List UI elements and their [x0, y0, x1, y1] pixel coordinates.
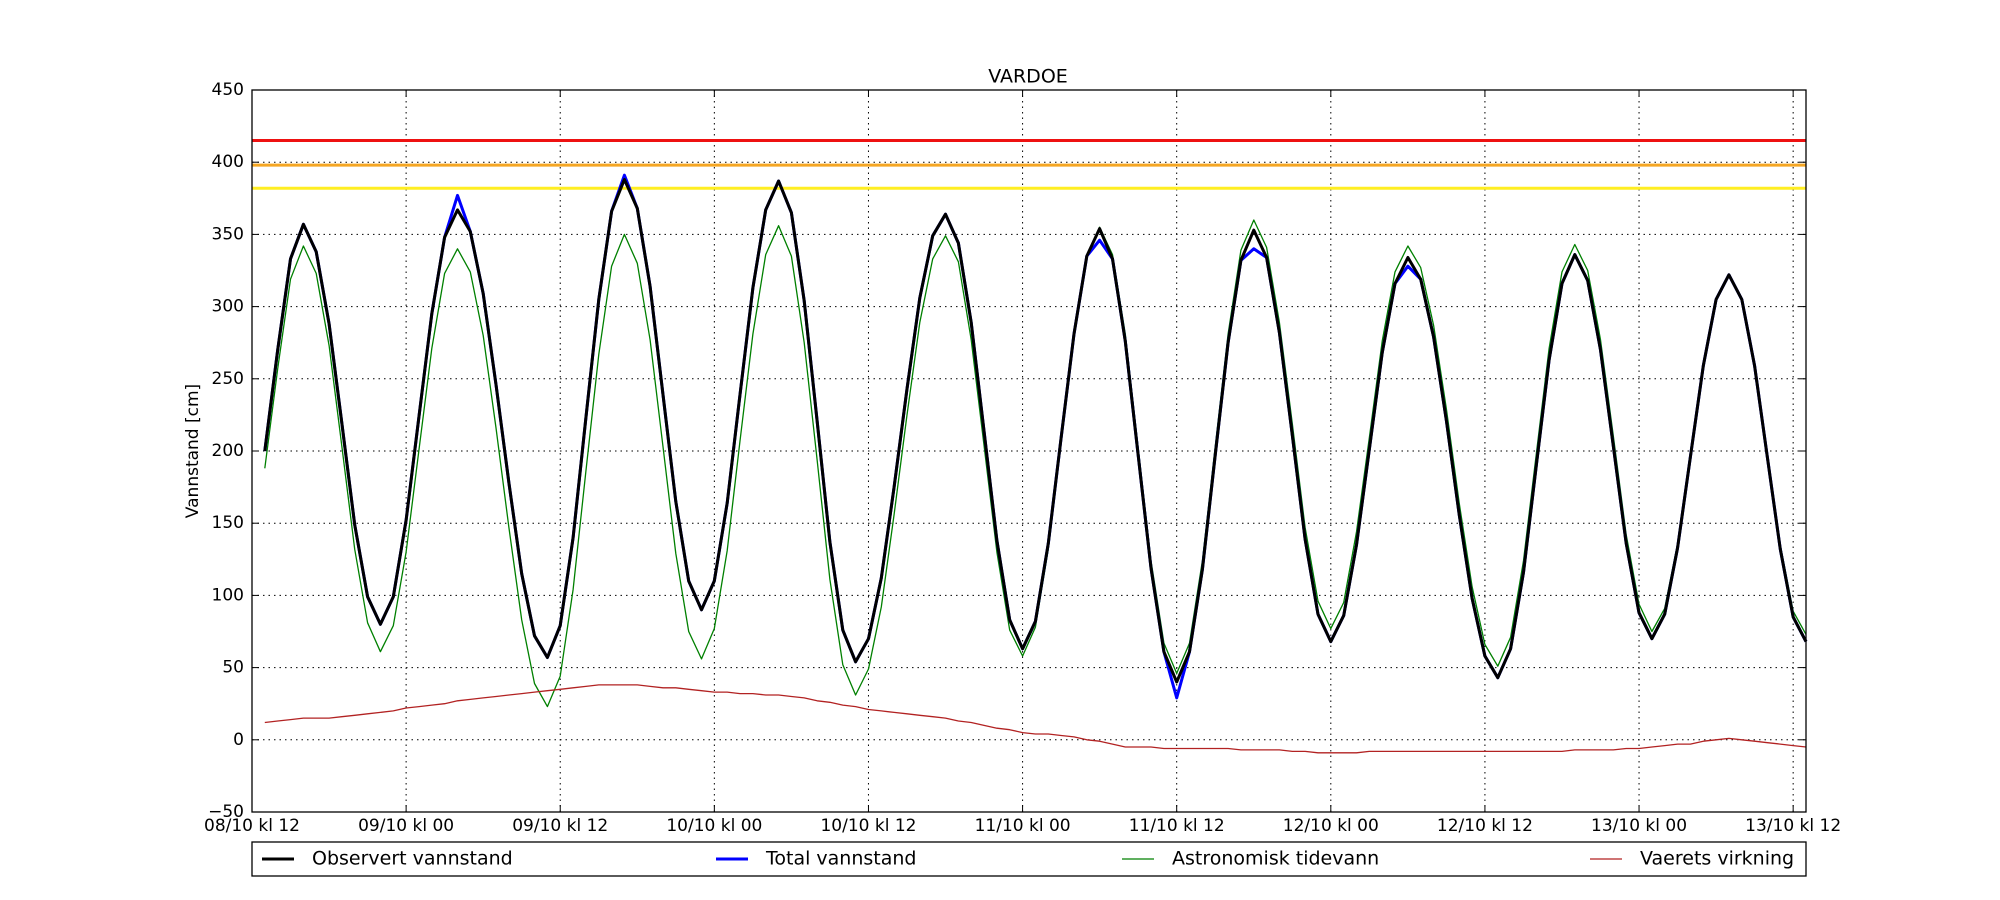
y-tick-label: 350: [212, 224, 244, 244]
y-tick-label: −50: [208, 802, 244, 822]
y-axis-label: Vannstand [cm]: [183, 384, 203, 518]
y-tick-label: 150: [212, 513, 244, 533]
x-tick-label: 11/10 kl 00: [975, 816, 1071, 836]
chart-title: VARDOE: [988, 66, 1068, 88]
y-tick-label: 200: [212, 441, 244, 461]
x-tick-label: 10/10 kl 00: [666, 816, 762, 836]
x-tick-label: 12/10 kl 12: [1437, 816, 1533, 836]
x-tick-label: 10/10 kl 12: [820, 816, 916, 836]
x-tick-label: 09/10 kl 00: [358, 816, 454, 836]
y-tick-label: 100: [212, 585, 244, 605]
series-line: [264, 219, 1807, 708]
y-tick-label: 450: [212, 80, 244, 100]
x-tick-label: 09/10 kl 12: [512, 816, 608, 836]
x-tick-label: 13/10 kl 00: [1591, 816, 1687, 836]
x-tick-label: 13/10 kl 12: [1745, 816, 1841, 836]
legend-label: Observert vannstand: [312, 848, 513, 870]
x-tick-label: 12/10 kl 00: [1283, 816, 1379, 836]
series-line: [264, 684, 1807, 754]
y-tick-label: 300: [212, 297, 244, 317]
plot-frame: [251, 89, 1807, 813]
legend-label: Vaerets virkning: [1640, 848, 1794, 870]
y-tick-label: 0: [233, 730, 244, 750]
legend-box: [251, 841, 1807, 877]
y-tick-label: 400: [212, 152, 244, 172]
y-tick-label: 50: [222, 658, 244, 678]
legend-label: Astronomisk tidevann: [1172, 848, 1379, 870]
legend-label: Total vannstand: [765, 848, 916, 870]
x-tick-label: 08/10 kl 12: [204, 816, 300, 836]
x-tick-label: 11/10 kl 12: [1129, 816, 1225, 836]
y-tick-label: 250: [212, 369, 244, 389]
series-line: [263, 178, 1808, 684]
